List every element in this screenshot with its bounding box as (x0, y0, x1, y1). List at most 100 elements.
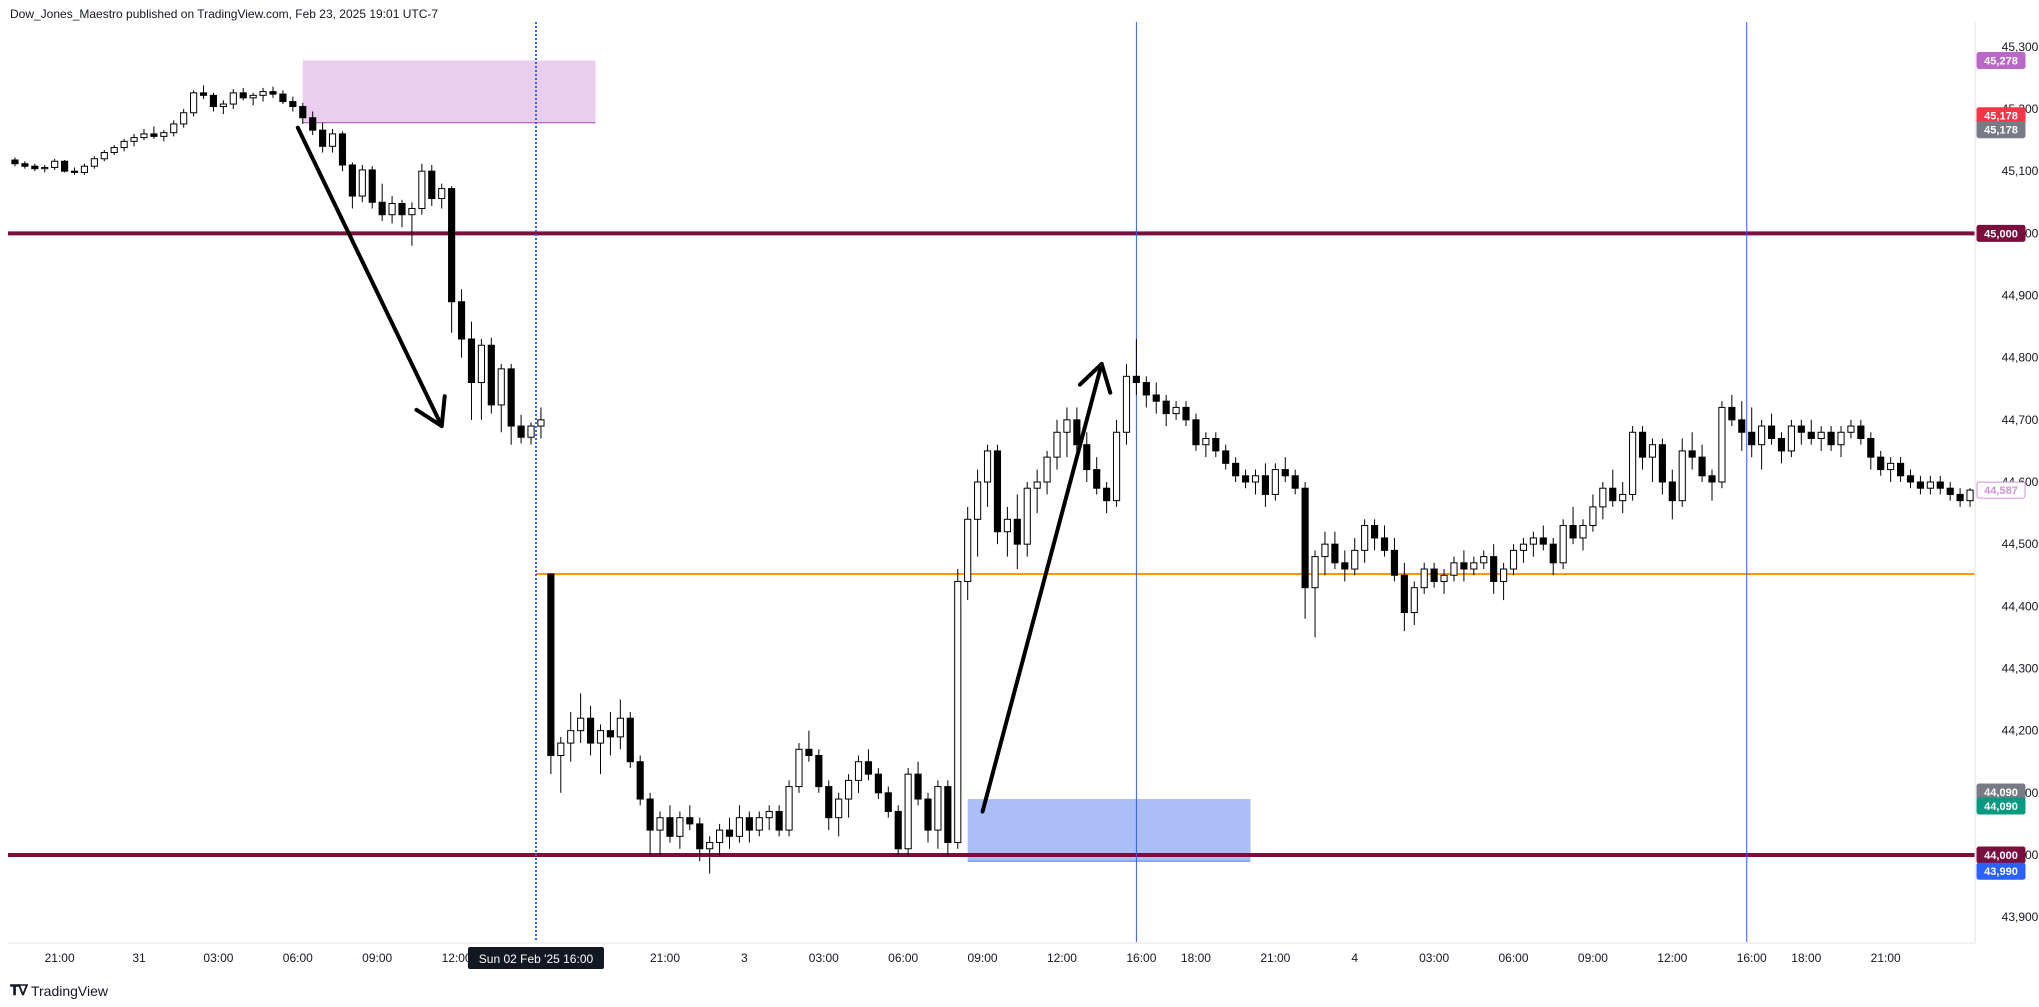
candle (725, 817, 734, 849)
candle-body (1728, 406, 1736, 421)
candle (755, 811, 763, 837)
candle-body (319, 129, 327, 147)
candle-body (438, 188, 446, 200)
candle (1599, 482, 1607, 520)
candle-body (457, 301, 466, 340)
candle-body (1341, 562, 1349, 570)
candle (1648, 438, 1657, 482)
candle (1430, 562, 1438, 588)
candle (646, 792, 654, 855)
x-tick-label: 06:00 (888, 951, 918, 965)
candle (983, 444, 992, 507)
x-tick-label: 18:00 (1791, 951, 1821, 965)
candle-body (1420, 568, 1428, 589)
candle (1887, 457, 1895, 482)
candle-body (854, 761, 863, 781)
candle-body (408, 207, 416, 216)
candle (974, 469, 982, 557)
candle-body (527, 425, 535, 438)
candle-body (199, 92, 208, 96)
candle (259, 87, 267, 102)
x-tick-label: 4 (1351, 951, 1358, 965)
candle-body (1202, 437, 1210, 446)
candle-body (1043, 456, 1051, 483)
candle (1053, 419, 1061, 470)
candle (497, 363, 505, 433)
candle-body (1579, 525, 1587, 539)
candle (1678, 438, 1686, 507)
x-axis[interactable]: 21:00 31 03:00 06:00 09:00 12:00 21:00 3 03:00 06… (45, 947, 1901, 969)
candle (904, 767, 912, 855)
candle-body (1033, 481, 1041, 489)
candle (1569, 506, 1577, 545)
x-tick-label: 12:00 (442, 951, 472, 965)
candle (567, 712, 575, 762)
x-tick-label: 09:00 (1578, 951, 1608, 965)
candle-body (775, 810, 783, 831)
candle (1817, 426, 1825, 451)
candle (1460, 550, 1468, 582)
candle (557, 736, 565, 793)
candle (716, 823, 724, 855)
candle (1361, 519, 1369, 563)
candle-body (924, 798, 932, 831)
x-tick-label: 09:00 (968, 951, 998, 965)
candle (180, 109, 188, 128)
candle-body (70, 170, 79, 173)
candle (1440, 569, 1448, 594)
price-label-text: 45,278 (1984, 56, 2018, 68)
candle-body (1162, 400, 1170, 415)
tradingview-brand[interactable]: 𝐓∇ TradingView (10, 982, 108, 999)
candle (1748, 407, 1756, 458)
candle-body (1023, 487, 1031, 545)
candle (1490, 544, 1498, 594)
candle (388, 196, 396, 224)
candle (1390, 537, 1399, 582)
y-tick-label: 45,300 (2002, 40, 2039, 54)
candle-body (1718, 406, 1726, 483)
candle-body (974, 481, 982, 520)
candle (934, 780, 942, 849)
candle (616, 699, 624, 750)
candle-body (1281, 469, 1289, 477)
candle-body (239, 92, 247, 99)
candle-body (1222, 450, 1230, 464)
candle-body (993, 450, 1002, 533)
candle (1847, 419, 1855, 439)
candle (1867, 432, 1875, 470)
y-tick-label: 44,700 (2002, 413, 2039, 427)
arrow-head (1077, 361, 1113, 395)
candle (1192, 413, 1200, 451)
candle-body (1410, 587, 1418, 614)
trend-arrow-0 (295, 125, 447, 429)
candle (626, 712, 634, 768)
candle-body (279, 93, 287, 103)
candle (338, 131, 347, 172)
candle-body (259, 91, 267, 96)
candle (448, 186, 456, 333)
price-label-text: 44,090 (1984, 801, 2018, 813)
candle (507, 363, 515, 445)
candle-body (864, 761, 873, 775)
candle (686, 805, 694, 831)
candle (815, 749, 823, 793)
candle (835, 792, 843, 837)
candle (785, 780, 793, 837)
candle (1023, 482, 1031, 557)
candle-body (1182, 406, 1190, 421)
candle-body (368, 169, 376, 203)
candle-body (1053, 431, 1061, 458)
candle-body (1589, 506, 1597, 527)
candle-body (90, 158, 98, 167)
candle-body (1966, 489, 1974, 502)
arrows-layer (295, 125, 1113, 814)
x-tick-label: 21:00 (650, 951, 680, 965)
candle-body (1638, 431, 1647, 458)
x-tick-label: 12:00 (1047, 951, 1077, 965)
candle-body (1887, 462, 1895, 471)
candle-body (51, 160, 59, 168)
candle-body (1946, 487, 1954, 495)
candle-body (61, 160, 69, 172)
candle (864, 749, 873, 781)
